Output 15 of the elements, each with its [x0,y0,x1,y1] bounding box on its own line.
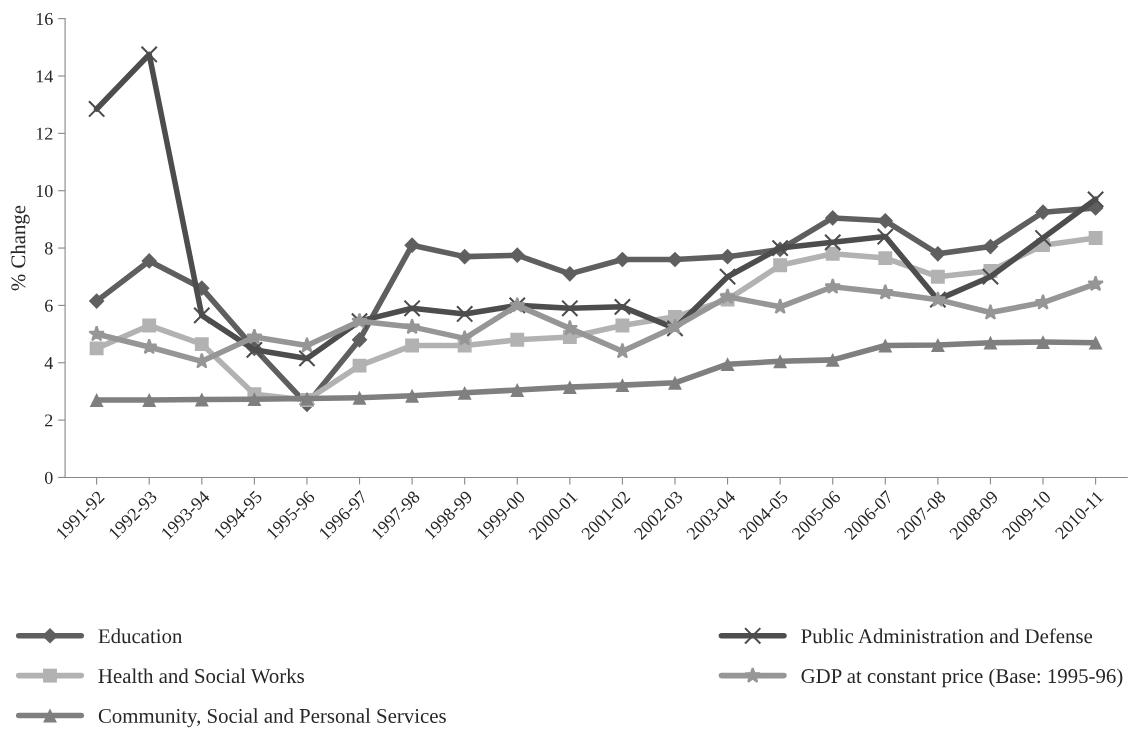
y-tick-label: 12 [36,127,53,140]
y-tick-label: 6 [45,299,53,312]
y-tick-label: 8 [44,242,53,255]
y-tick-label: 10 [36,184,53,198]
legend-label: Education [98,628,183,644]
y-tick-label: 14 [36,70,54,83]
y-tick-label: 2 [45,414,53,427]
legend-label: Health and Social Works [98,668,304,684]
legend-label: Public Administration and Defense [801,628,1093,644]
legend-label: GDP at constant price (Base: 1995-96) [801,668,1123,688]
y-tick-label: 16 [36,12,53,26]
y-tick-label: 0 [44,471,53,484]
legend-label: Community, Social and Personal Services [98,708,446,728]
y-tick-label: 4 [44,357,54,370]
y-axis-title: % Change [10,205,30,291]
